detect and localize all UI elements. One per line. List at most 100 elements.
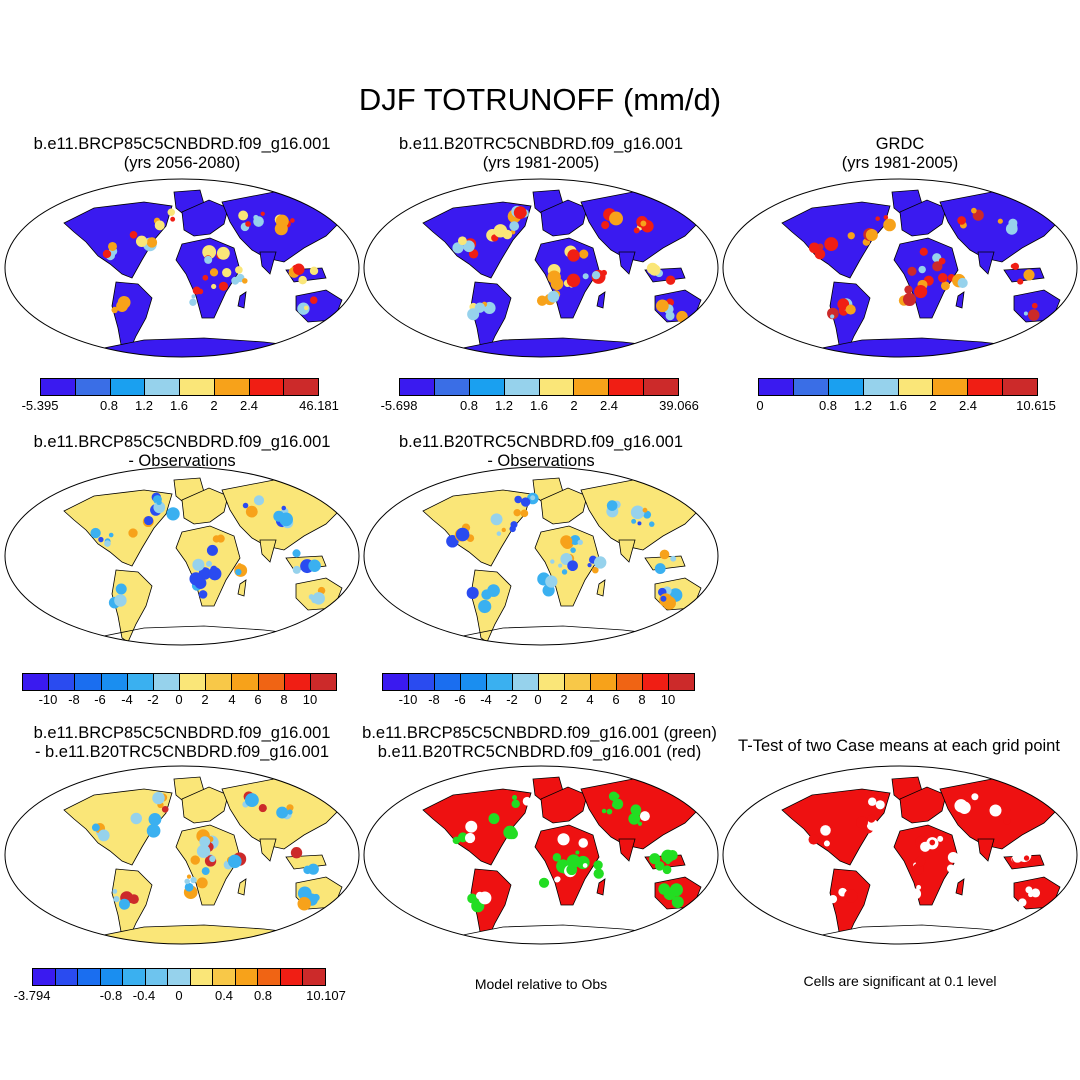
colorbar-swatch — [206, 674, 233, 690]
colorbar-swatch — [258, 674, 285, 690]
data-cell — [847, 232, 855, 240]
data-cell — [135, 235, 148, 248]
data-cell — [1031, 888, 1041, 898]
continent-europe — [181, 487, 229, 525]
panel-title: b.e11.BRCP85C5CNBDRD.f09_g16.001 (green)… — [352, 724, 727, 762]
tick-label: -10 — [38, 692, 58, 707]
tick-label: -8 — [68, 692, 80, 707]
data-cell — [938, 272, 948, 283]
colorbar-swatch — [258, 969, 281, 985]
continent-northAmerica — [422, 489, 532, 567]
data-cell — [452, 242, 464, 254]
data-cell — [671, 896, 684, 909]
data-cell — [547, 290, 560, 303]
colorbar-swatch — [434, 379, 470, 395]
data-cell — [808, 834, 819, 845]
data-cell — [561, 569, 568, 575]
data-cell — [303, 865, 312, 875]
data-cell — [97, 829, 110, 842]
tick-label: 2.4 — [958, 398, 978, 413]
data-cell — [211, 283, 217, 290]
data-cell — [104, 540, 111, 547]
colorbar-swatch — [863, 379, 899, 395]
colorbar-swatch — [49, 674, 76, 690]
data-cell — [114, 594, 127, 607]
colorbar-swatch — [235, 969, 259, 985]
tick-label: 0 — [175, 988, 183, 1003]
data-cell — [1031, 302, 1038, 309]
map-panel-historical-climatology — [363, 178, 719, 358]
panel-title: b.e11.B20TRC5CNBDRD.f09_g16.001 - Observ… — [356, 433, 726, 471]
colorbar-swatch — [487, 674, 513, 690]
data-cell — [670, 555, 677, 562]
data-cell — [128, 528, 138, 538]
data-cell — [298, 275, 307, 285]
tick-label: 10 — [302, 692, 318, 707]
data-cell — [201, 867, 210, 876]
tick-label: 39.066 — [659, 398, 699, 413]
data-cell — [308, 559, 321, 572]
data-cell — [297, 897, 312, 911]
data-cell — [660, 595, 667, 602]
panel-title: GRDC (yrs 1981-2005) — [715, 135, 1080, 173]
continent-northAmerica — [63, 788, 173, 866]
colorbar-swatch — [759, 379, 794, 395]
colorbar-swatch — [78, 969, 101, 985]
tick-label: 4 — [228, 692, 236, 707]
colorbar — [382, 673, 695, 691]
data-cell — [91, 823, 100, 832]
colorbar-swatch — [123, 969, 146, 985]
tick-label: -5.698 — [380, 398, 418, 413]
colorbar-swatch — [23, 674, 50, 690]
data-cell — [649, 853, 661, 865]
data-cell — [997, 218, 1003, 224]
data-cell — [496, 531, 502, 536]
colorbar-swatch — [898, 379, 934, 395]
data-cell — [920, 841, 931, 852]
data-cell — [209, 855, 216, 863]
tick-label: -6 — [454, 692, 466, 707]
data-cell — [212, 535, 221, 543]
data-cell — [954, 853, 960, 859]
data-cell — [575, 850, 580, 855]
data-cell — [1023, 269, 1035, 281]
data-cell — [640, 220, 647, 227]
colorbar-swatch — [409, 674, 435, 690]
data-cell — [957, 277, 968, 289]
colorbar-swatch — [574, 379, 610, 395]
data-cell — [830, 314, 835, 319]
continent-madagascar — [955, 291, 965, 309]
data-cell — [520, 509, 529, 518]
continent-northAmerica — [781, 788, 891, 866]
data-cell — [490, 513, 503, 526]
data-cell — [570, 547, 576, 553]
colorbar-swatch — [504, 379, 540, 395]
data-cell — [196, 877, 208, 889]
data-cell — [609, 211, 623, 226]
colorbar-swatch — [310, 674, 337, 690]
data-cell — [202, 245, 217, 259]
data-cell — [919, 247, 928, 256]
data-cell — [593, 868, 604, 879]
data-cell — [286, 804, 294, 812]
continent-india — [618, 539, 636, 563]
colorbar-swatch — [127, 674, 154, 690]
data-cell — [989, 804, 1002, 817]
data-cell — [192, 558, 205, 571]
colorbar-swatch — [1003, 379, 1037, 395]
panel-title-line2: b.e11.B20TRC5CNBDRD.f09_g16.001 (red) — [377, 743, 702, 761]
data-cell — [292, 549, 301, 558]
data-cell — [170, 216, 176, 222]
continent-europe — [540, 786, 588, 824]
data-cell — [601, 808, 607, 814]
colorbar — [399, 378, 679, 396]
colorbar-swatch — [617, 674, 643, 690]
data-cell — [290, 847, 303, 859]
tick-label: 8 — [280, 692, 288, 707]
colorbar — [22, 673, 337, 691]
data-cell — [166, 507, 180, 521]
data-cell — [538, 877, 550, 888]
colorbar-labels: -3.794 -0.8 -0.4 0 0.4 0.8 10.107 — [0, 988, 360, 1006]
colorbar-swatch — [55, 969, 79, 985]
tick-label: 1.2 — [134, 398, 154, 413]
